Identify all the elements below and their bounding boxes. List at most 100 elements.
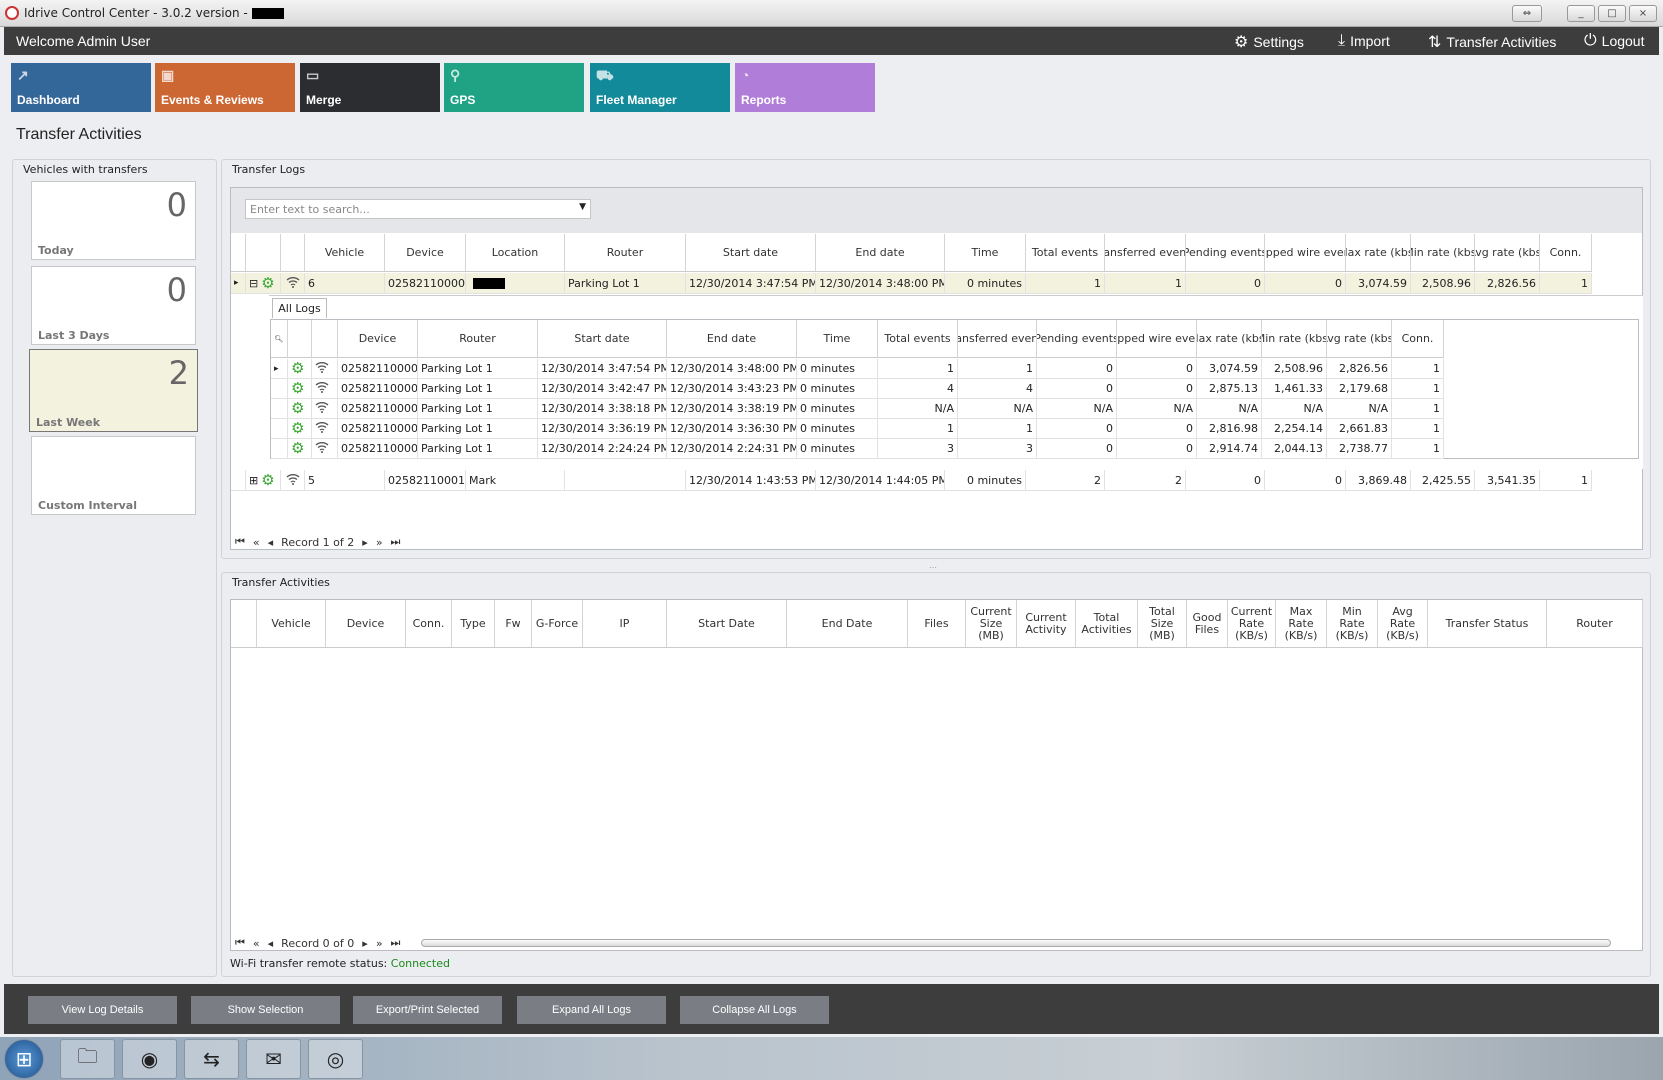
- column-header[interactable]: Conn.: [1392, 320, 1444, 357]
- column-header[interactable]: Max rate (kbs): [1197, 320, 1262, 357]
- column-header[interactable]: Device: [326, 600, 406, 647]
- column-header[interactable]: Start date: [686, 234, 816, 271]
- column-header[interactable]: Router: [418, 320, 538, 357]
- column-header[interactable]: Avg rate (kbs): [1475, 234, 1540, 271]
- prev-page-icon[interactable]: «: [252, 936, 260, 950]
- tile-gps[interactable]: ⚲ GPS: [444, 63, 584, 112]
- export-print-selectedbutton[interactable]: Export/Print Selected: [353, 996, 502, 1024]
- column-header[interactable]: Pending events: [1186, 234, 1265, 271]
- column-header[interactable]: Vehicle: [305, 234, 385, 271]
- splitter-handle[interactable]: ⋯: [929, 563, 937, 572]
- import-link[interactable]: ⤓ Import: [1338, 32, 1390, 50]
- collapse-all-logsbutton[interactable]: Collapse All Logs: [680, 996, 829, 1024]
- first-record-icon[interactable]: ⏮: [235, 535, 245, 548]
- column-header[interactable]: Total events: [878, 320, 958, 357]
- column-header[interactable]: Current Activity: [1017, 600, 1076, 647]
- column-header[interactable]: Min rate (kbs): [1411, 234, 1475, 271]
- collapse-icon[interactable]: ⊟: [249, 276, 259, 290]
- next-record-icon[interactable]: ▸: [362, 535, 368, 549]
- tile-dashboard[interactable]: ↗ Dashboard: [11, 63, 151, 112]
- next-record-icon[interactable]: ▸: [362, 936, 368, 950]
- column-header[interactable]: Avg rate (kbs): [1327, 320, 1392, 357]
- column-header[interactable]: Current Size (MB): [966, 600, 1017, 647]
- logout-link[interactable]: ⏻ Logout: [1584, 32, 1644, 50]
- last-record-icon[interactable]: ⏭: [390, 936, 401, 949]
- show-selectionbutton[interactable]: Show Selection: [191, 996, 340, 1024]
- tile-merge[interactable]: ▭ Merge: [300, 63, 440, 112]
- column-header[interactable]: Total Size (MB): [1138, 600, 1187, 647]
- firefox-icon[interactable]: ◉: [122, 1039, 177, 1079]
- table-row[interactable]: ⚙ 025821100006 Parking Lot 1 12/30/2014 3:3…: [271, 419, 1444, 439]
- column-header[interactable]: Transferred events: [958, 320, 1037, 357]
- column-header[interactable]: Transferred events: [1105, 234, 1186, 271]
- column-header[interactable]: Time: [945, 234, 1026, 271]
- table-row[interactable]: ⚙ 025821100006 Parking Lot 1 12/30/2014 3:3…: [271, 399, 1444, 419]
- file-explorer-icon[interactable]: 🗀: [60, 1039, 115, 1079]
- column-header[interactable]: Conn.: [406, 600, 452, 647]
- search-input[interactable]: Enter text to search... ▼: [245, 199, 591, 219]
- prev-page-icon[interactable]: «: [252, 535, 260, 549]
- column-header[interactable]: Min rate (kbs): [1262, 320, 1327, 357]
- column-header[interactable]: End date: [667, 320, 797, 357]
- column-header[interactable]: Type: [452, 600, 495, 647]
- tile-fleet-manager[interactable]: ⛟ Fleet Manager: [590, 63, 730, 112]
- column-header[interactable]: Conn.: [1540, 234, 1592, 271]
- minimize-button[interactable]: _: [1567, 5, 1595, 22]
- maximize-button[interactable]: □: [1598, 5, 1626, 22]
- view-log-detailsbutton[interactable]: View Log Details: [28, 996, 177, 1024]
- interval-card-custom-interval[interactable]: Custom Interval: [31, 436, 196, 515]
- column-header[interactable]: Skipped wire events: [1117, 320, 1197, 357]
- column-header[interactable]: IP: [583, 600, 667, 647]
- table-row[interactable]: ▸ ⚙ 025821100006 Parking Lot 1 12/30/2014 3:…: [271, 359, 1444, 379]
- table-row[interactable]: ⚙ 025821100006 Parking Lot 1 12/30/2014 3:4…: [271, 379, 1444, 399]
- column-header[interactable]: G-Force: [532, 600, 583, 647]
- column-header[interactable]: Total events: [1026, 234, 1105, 271]
- tile-events-reviews[interactable]: ▣ Events & Reviews: [155, 63, 295, 112]
- tab-all-logs[interactable]: All Logs: [272, 298, 327, 318]
- prev-record-icon[interactable]: ◂: [267, 936, 274, 950]
- table-row[interactable]: ⚙ 025821100006 Parking Lot 1 12/30/2014 2:2…: [271, 439, 1444, 459]
- column-header[interactable]: Min Rate (KB/s): [1327, 600, 1378, 647]
- last-record-icon[interactable]: ⏭: [390, 535, 401, 548]
- column-header[interactable]: Transfer Status: [1428, 600, 1547, 647]
- column-header[interactable]: Good Files: [1187, 600, 1228, 647]
- column-header[interactable]: Device: [385, 234, 466, 271]
- table-row[interactable]: ▸ ⊟ ⚙ 6 025821100006 Parking Lot 1 12/30/2014 …: [231, 273, 1592, 294]
- interval-card-last-week[interactable]: 2 Last Week: [29, 349, 198, 432]
- column-header[interactable]: Time: [797, 320, 878, 357]
- column-header[interactable]: Fw: [495, 600, 532, 647]
- column-header[interactable]: End date: [816, 234, 945, 271]
- teamviewer-icon[interactable]: ⇆: [184, 1039, 239, 1079]
- transfer-activities-link[interactable]: ⇅ Transfer Activities: [1428, 32, 1556, 52]
- idrive-app-icon[interactable]: ◎: [308, 1039, 363, 1079]
- column-header[interactable]: Router: [1547, 600, 1643, 647]
- column-header[interactable]: Max Rate (KB/s): [1276, 600, 1327, 647]
- column-header[interactable]: Router: [565, 234, 686, 271]
- column-header[interactable]: Skipped wire events: [1265, 234, 1346, 271]
- column-header[interactable]: End Date: [787, 600, 908, 647]
- settings-link[interactable]: ⚙ Settings: [1234, 32, 1304, 52]
- column-header[interactable]: Files: [908, 600, 966, 647]
- column-header[interactable]: Device: [338, 320, 418, 357]
- column-header[interactable]: Current Rate (KB/s): [1228, 600, 1276, 647]
- column-header[interactable]: Pending events: [1037, 320, 1117, 357]
- column-header[interactable]: Max rate (kbs): [1346, 234, 1411, 271]
- column-header[interactable]: Avg Rate (KB/s): [1378, 600, 1428, 647]
- first-record-icon[interactable]: ⏮: [235, 936, 245, 949]
- interval-card-last-3-days[interactable]: 0 Last 3 Days: [31, 266, 196, 345]
- expand-all-logsbutton[interactable]: Expand All Logs: [517, 996, 666, 1024]
- close-button[interactable]: ×: [1629, 5, 1657, 22]
- expand-icon[interactable]: ⊞: [249, 473, 259, 487]
- column-header[interactable]: Location: [466, 234, 565, 271]
- interval-card-today[interactable]: 0 Today: [31, 181, 196, 260]
- prev-record-icon[interactable]: ◂: [267, 535, 274, 549]
- windows-start-icon[interactable]: ⊞: [4, 1039, 44, 1079]
- column-header[interactable]: Start Date: [667, 600, 787, 647]
- column-header[interactable]: Start date: [538, 320, 667, 357]
- chevron-down-icon[interactable]: ▼: [579, 202, 586, 212]
- next-page-icon[interactable]: »: [375, 936, 383, 950]
- restore-size-button[interactable]: ⇔: [1512, 5, 1542, 22]
- table-row[interactable]: ⊞ ⚙ 5 025821100014 Mark 12/30/2014 1:43:53 PM…: [231, 470, 1592, 491]
- outlook-icon[interactable]: ✉: [246, 1039, 301, 1079]
- tile-reports[interactable]: ◔ Reports: [735, 63, 875, 112]
